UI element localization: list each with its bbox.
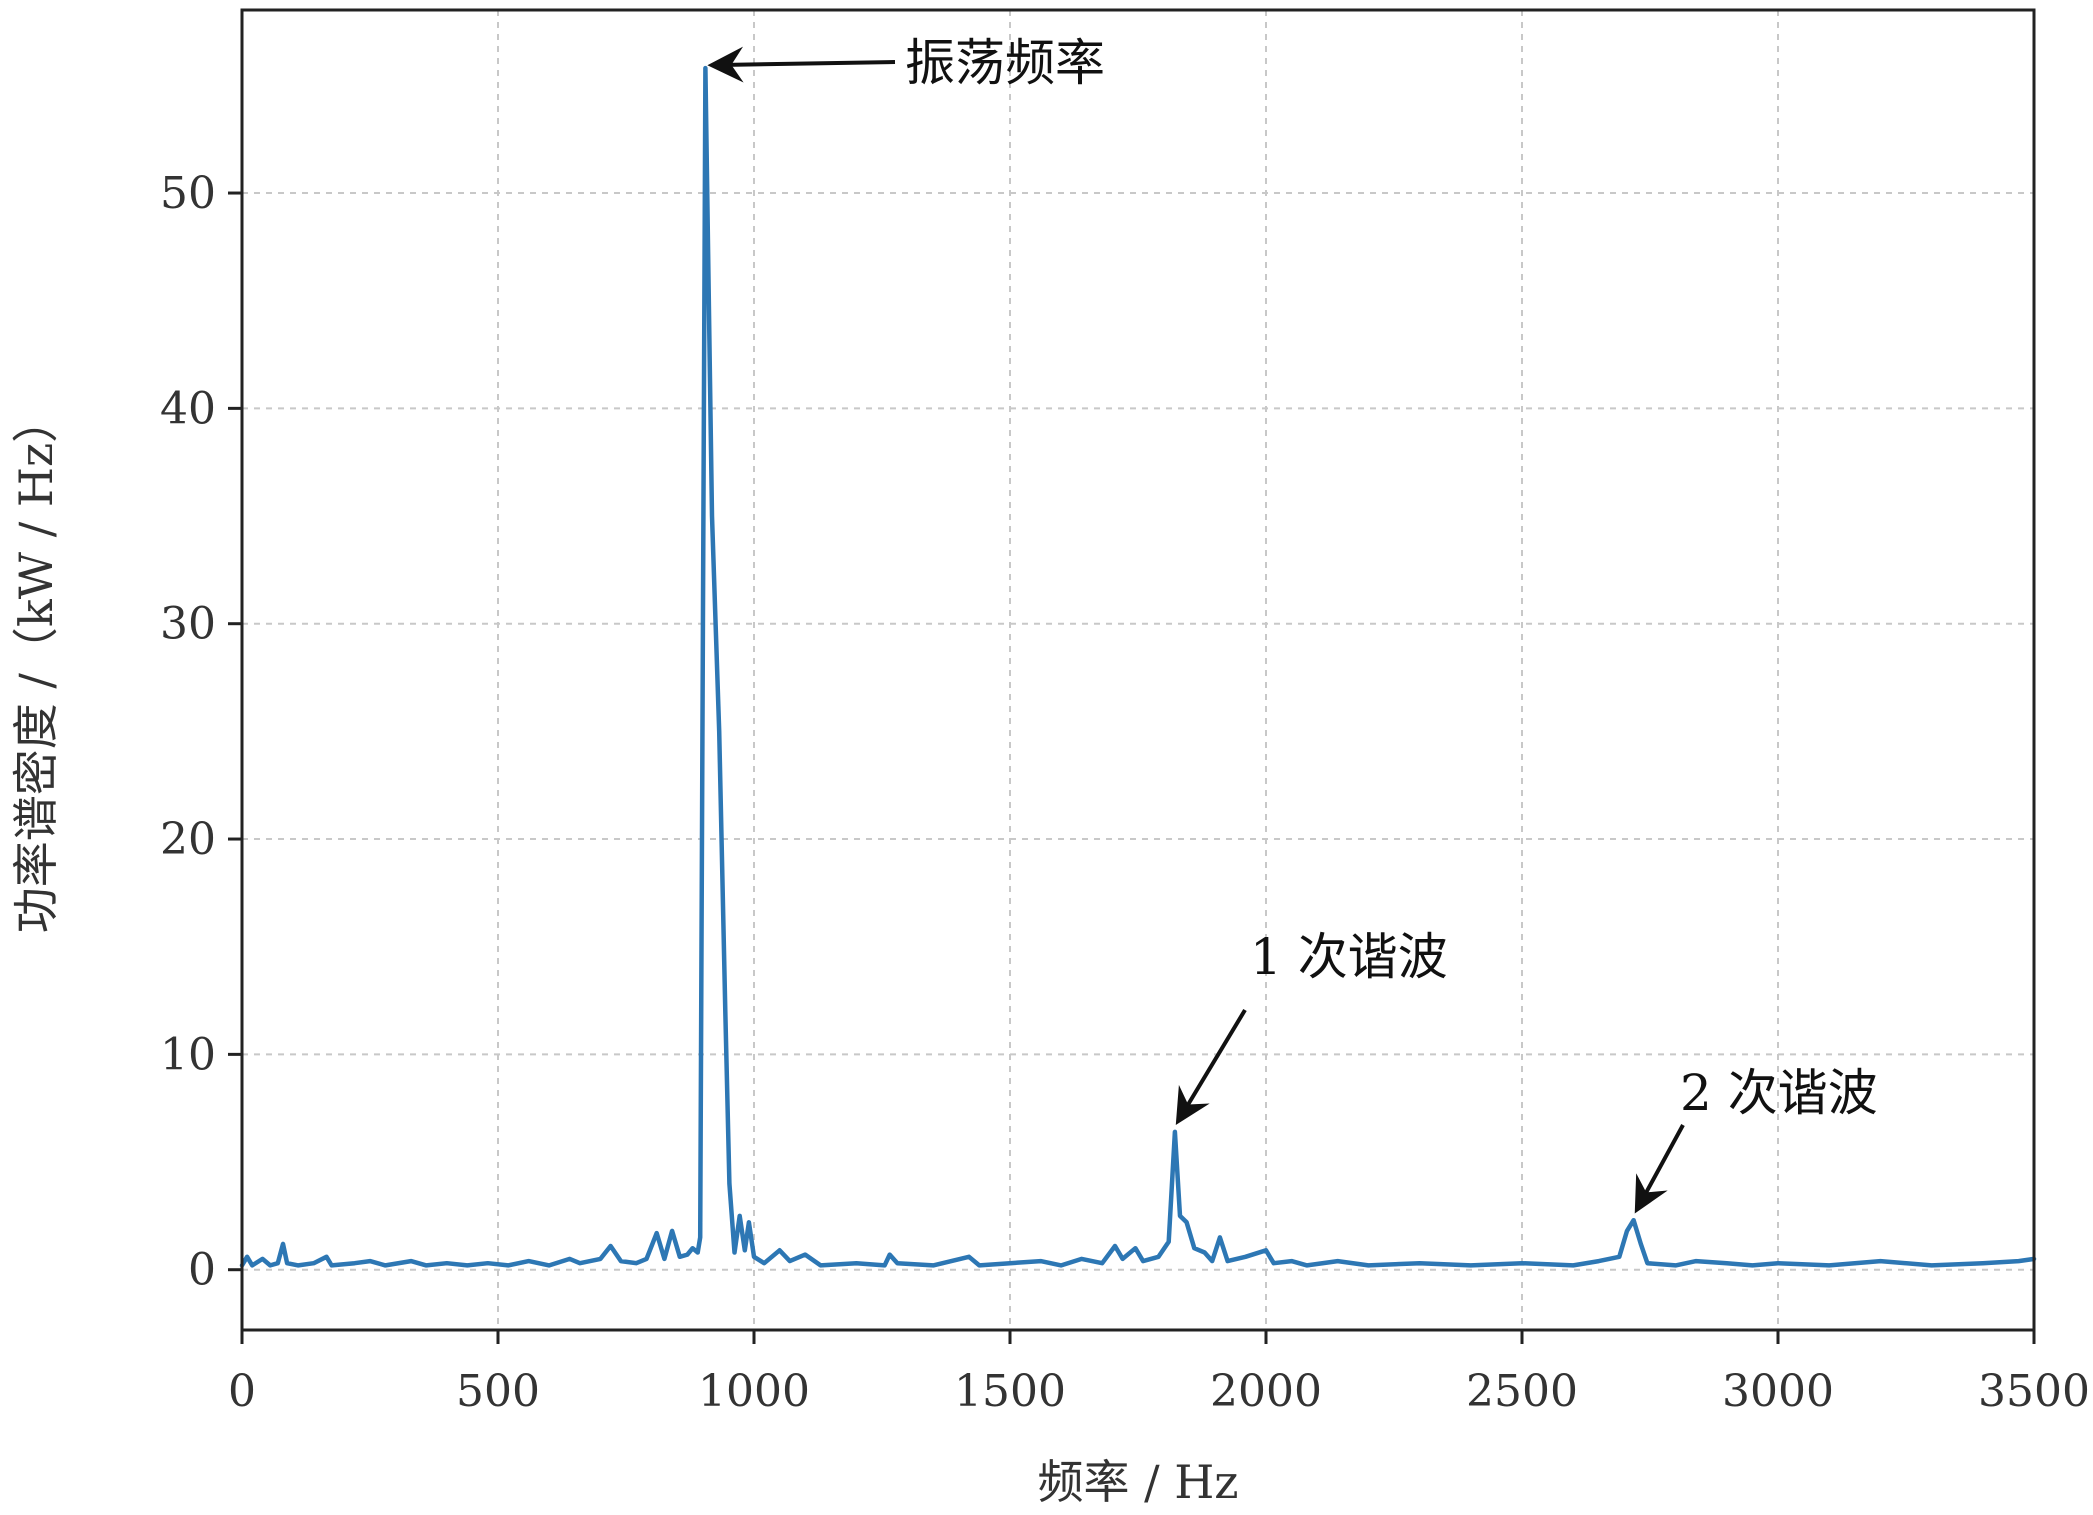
y-tick-label: 0 [188, 1245, 216, 1296]
x-tick-label: 3500 [1978, 1366, 2090, 1417]
x-tick-label: 2500 [1466, 1366, 1578, 1417]
y-tick-label: 40 [160, 383, 216, 434]
x-tick-label: 500 [456, 1366, 540, 1417]
x-tick-labels: 0 500 1000 1500 2000 2500 3000 3500 [228, 1366, 2090, 1417]
oscillation-frequency-annotation-arrow [707, 46, 896, 83]
y-tick-label: 50 [160, 168, 216, 219]
x-axis-label: 频率 / Hz [1037, 1455, 1238, 1509]
oscillation-frequency-annotation-text: 振荡频率 [905, 34, 1105, 92]
y-tick-labels: 0 10 20 30 40 50 [160, 168, 216, 1296]
second-harmonic-annotation-arrow [1634, 1124, 1685, 1214]
plot-frame [240, 8, 2036, 1332]
annotations-group: 振荡频率 1 次谐波 2 次谐波 [707, 34, 1878, 1214]
axis-ticks [228, 191, 2036, 1344]
x-tick-label: 1500 [954, 1366, 1066, 1417]
y-axis-label: 功率谱密度 /（kW / Hz） [9, 397, 63, 933]
grid-lines [242, 10, 2034, 1330]
second-harmonic-annotation-text: 2 次谐波 [1680, 1064, 1878, 1122]
first-harmonic-annotation-text: 1 次谐波 [1250, 928, 1448, 986]
x-tick-label: 0 [228, 1366, 256, 1417]
psd-series-line [239, 65, 2037, 1268]
first-harmonic-annotation-arrow [1175, 1008, 1247, 1126]
x-tick-label: 3000 [1722, 1366, 1834, 1417]
y-tick-label: 20 [160, 814, 216, 865]
y-tick-label: 30 [160, 599, 216, 650]
series-group [239, 65, 2037, 1268]
y-tick-label: 10 [160, 1029, 216, 1080]
x-tick-label: 2000 [1210, 1366, 1322, 1417]
x-tick-label: 1000 [698, 1366, 810, 1417]
